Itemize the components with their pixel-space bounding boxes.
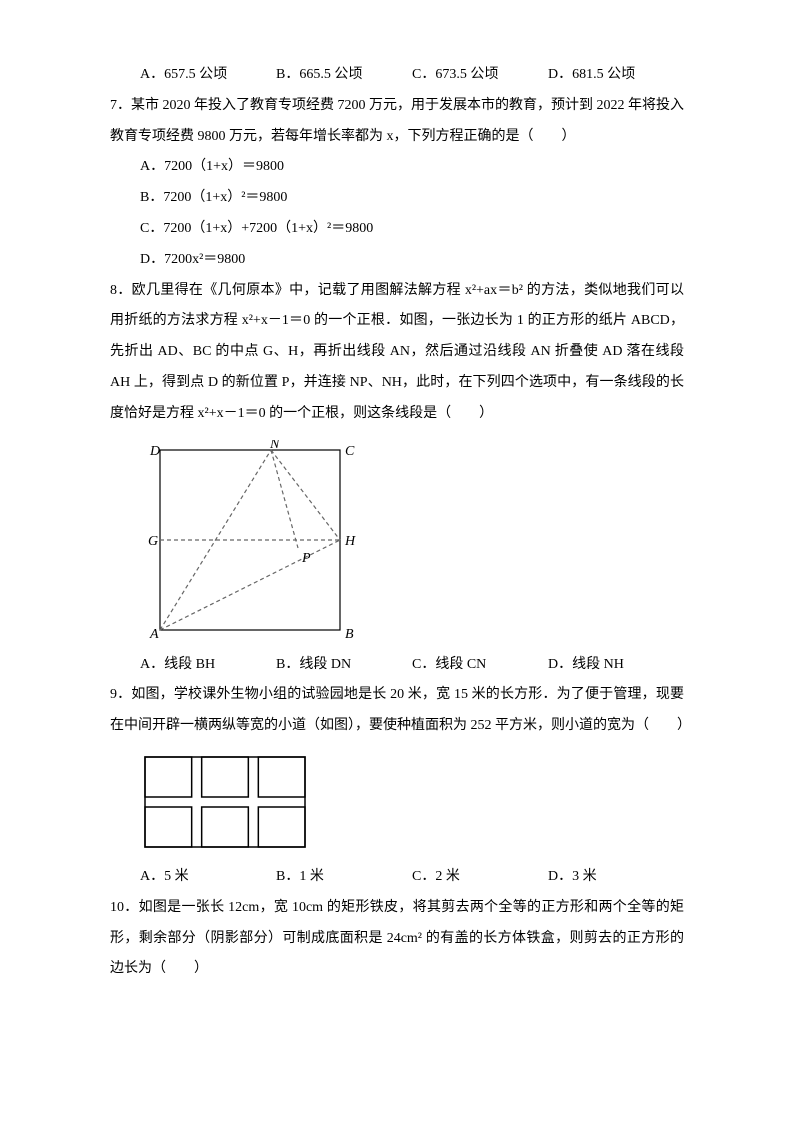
q6-option-c: C．673.5 公顷 bbox=[412, 60, 548, 91]
q9-diagram bbox=[140, 752, 310, 852]
svg-text:D: D bbox=[149, 444, 160, 459]
q7-option-b: B．7200（1+x）²＝9800 bbox=[140, 183, 684, 214]
svg-text:A: A bbox=[149, 627, 159, 640]
q9-option-c: C．2 米 bbox=[412, 862, 548, 893]
svg-text:C: C bbox=[345, 444, 355, 459]
q8-diagram: D N C G H P A B bbox=[140, 440, 360, 640]
svg-text:B: B bbox=[345, 627, 354, 640]
q7-text: 7．某市 2020 年投入了教育专项经费 7200 万元，用于发展本市的教育，预… bbox=[110, 91, 684, 153]
q7-options: A．7200（1+x）＝9800 B．7200（1+x）²＝9800 C．720… bbox=[110, 152, 684, 275]
q6-option-d: D．681.5 公顷 bbox=[548, 60, 684, 91]
q9-options: A．5 米 B．1 米 C．2 米 D．3 米 bbox=[110, 862, 684, 893]
q10-text: 10．如图是一张长 12cm，宽 10cm 的矩形铁皮，将其剪去两个全等的正方形… bbox=[110, 893, 684, 985]
q8-options: A．线段 BH B．线段 DN C．线段 CN D．线段 NH bbox=[110, 650, 684, 681]
q8-option-c: C．线段 CN bbox=[412, 650, 548, 681]
svg-text:N: N bbox=[269, 440, 280, 452]
q8-option-d: D．线段 NH bbox=[548, 650, 684, 681]
q7-option-d: D．7200x²＝9800 bbox=[140, 245, 684, 276]
q6-option-a: A．657.5 公顷 bbox=[140, 60, 276, 91]
q9-text: 9．如图，学校课外生物小组的试验园地是长 20 米，宽 15 米的长方形．为了便… bbox=[110, 680, 684, 742]
q6-options: A．657.5 公顷 B．665.5 公顷 C．673.5 公顷 D．681.5… bbox=[110, 60, 684, 91]
q6-option-b: B．665.5 公顷 bbox=[276, 60, 412, 91]
q9-option-b: B．1 米 bbox=[276, 862, 412, 893]
svg-text:G: G bbox=[148, 534, 158, 549]
q8-option-a: A．线段 BH bbox=[140, 650, 276, 681]
svg-text:P: P bbox=[301, 551, 311, 566]
svg-text:H: H bbox=[344, 534, 356, 549]
q8-figure: D N C G H P A B bbox=[110, 440, 684, 640]
q9-option-a: A．5 米 bbox=[140, 862, 276, 893]
q7-option-a: A．7200（1+x）＝9800 bbox=[140, 152, 684, 183]
q7-option-c: C．7200（1+x）+7200（1+x）²＝9800 bbox=[140, 214, 684, 245]
q9-option-d: D．3 米 bbox=[548, 862, 684, 893]
q8-text: 8．欧几里得在《几何原本》中，记载了用图解法解方程 x²+ax＝b² 的方法，类… bbox=[110, 276, 684, 430]
q8-option-b: B．线段 DN bbox=[276, 650, 412, 681]
q9-figure bbox=[110, 752, 684, 852]
